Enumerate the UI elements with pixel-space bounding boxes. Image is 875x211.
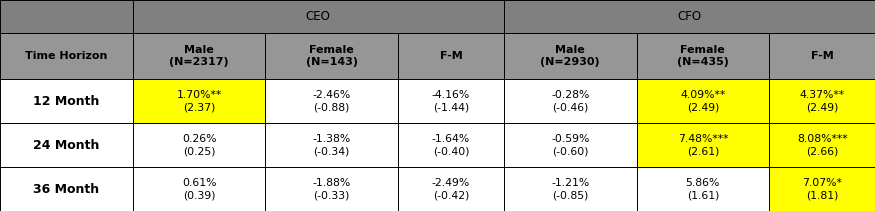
Bar	[0, 123, 133, 167]
Text: Male
(N=2930): Male (N=2930)	[541, 45, 600, 67]
Text: -0.28%
(-0.46): -0.28% (-0.46)	[551, 90, 590, 112]
Bar	[769, 167, 875, 211]
Text: CFO: CFO	[677, 10, 702, 23]
Text: 8.08%***
(2.66): 8.08%*** (2.66)	[797, 134, 847, 156]
Bar	[265, 167, 398, 211]
Bar	[398, 79, 504, 123]
Text: Female
(N=435): Female (N=435)	[677, 45, 729, 67]
Text: -2.46%
(-0.88): -2.46% (-0.88)	[312, 90, 351, 112]
Bar	[0, 167, 133, 211]
Bar	[504, 0, 875, 33]
Bar	[133, 167, 265, 211]
Text: -4.16%
(-1.44): -4.16% (-1.44)	[432, 90, 470, 112]
Text: 24 Month: 24 Month	[33, 139, 100, 151]
Bar	[504, 167, 636, 211]
Text: -0.59%
(-0.60): -0.59% (-0.60)	[551, 134, 590, 156]
Bar	[133, 79, 265, 123]
Bar	[133, 123, 265, 167]
Bar	[398, 33, 504, 79]
Bar	[504, 33, 636, 79]
Text: 4.37%**
(2.49): 4.37%** (2.49)	[800, 90, 844, 112]
Bar	[769, 123, 875, 167]
Bar	[398, 123, 504, 167]
Text: Time Horizon: Time Horizon	[25, 51, 108, 61]
Text: 4.09%**
(2.49): 4.09%** (2.49)	[680, 90, 725, 112]
Text: 0.26%
(0.25): 0.26% (0.25)	[182, 134, 216, 156]
Bar	[133, 0, 504, 33]
Text: Male
(N=2317): Male (N=2317)	[169, 45, 229, 67]
Text: Female
(N=143): Female (N=143)	[305, 45, 358, 67]
Text: -1.88%
(-0.33): -1.88% (-0.33)	[312, 178, 351, 200]
Text: -2.49%
(-0.42): -2.49% (-0.42)	[432, 178, 470, 200]
Text: -1.64%
(-0.40): -1.64% (-0.40)	[432, 134, 470, 156]
Text: F-M: F-M	[811, 51, 834, 61]
Bar	[769, 79, 875, 123]
Bar	[504, 79, 636, 123]
Bar	[265, 123, 398, 167]
Text: 7.07%*
(1.81): 7.07%* (1.81)	[802, 178, 842, 200]
Text: 0.61%
(0.39): 0.61% (0.39)	[182, 178, 216, 200]
Text: CEO: CEO	[306, 10, 331, 23]
Text: F-M: F-M	[439, 51, 462, 61]
Bar	[265, 33, 398, 79]
Text: 1.70%**
(2.37): 1.70%** (2.37)	[177, 90, 221, 112]
Text: 12 Month: 12 Month	[33, 95, 100, 108]
Bar	[0, 33, 133, 79]
Bar	[636, 123, 769, 167]
Text: 5.86%
(1.61): 5.86% (1.61)	[686, 178, 720, 200]
Text: 36 Month: 36 Month	[33, 183, 100, 196]
Bar	[636, 167, 769, 211]
Text: -1.38%
(-0.34): -1.38% (-0.34)	[312, 134, 351, 156]
Bar	[398, 167, 504, 211]
Text: 7.48%***
(2.61): 7.48%*** (2.61)	[677, 134, 728, 156]
Bar	[265, 79, 398, 123]
Text: -1.21%
(-0.85): -1.21% (-0.85)	[551, 178, 589, 200]
Bar	[133, 33, 265, 79]
Bar	[636, 33, 769, 79]
Bar	[0, 0, 133, 33]
Bar	[636, 79, 769, 123]
Bar	[504, 123, 636, 167]
Bar	[769, 33, 875, 79]
Bar	[0, 79, 133, 123]
